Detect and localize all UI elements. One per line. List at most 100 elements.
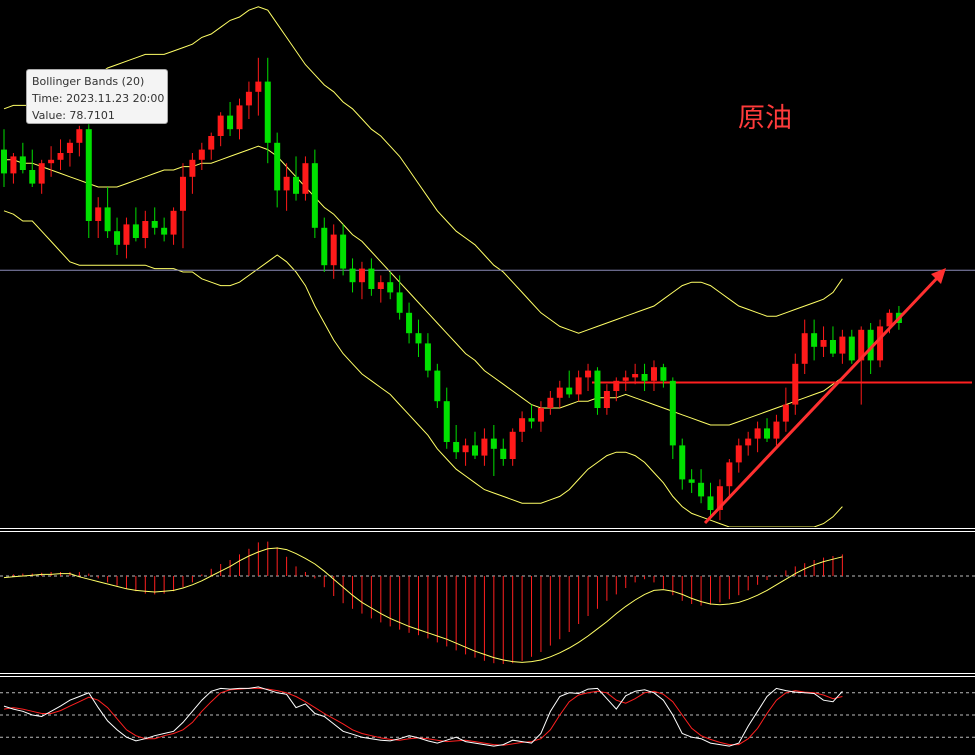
candle-body bbox=[490, 438, 497, 449]
candle-body bbox=[585, 370, 592, 378]
candle-body bbox=[198, 149, 205, 160]
candle-body bbox=[189, 159, 196, 177]
candle-body bbox=[839, 336, 846, 354]
candle-body bbox=[245, 91, 252, 106]
candle-body bbox=[707, 496, 714, 510]
candle-body bbox=[745, 438, 752, 446]
candle-body bbox=[151, 221, 158, 228]
candle-body bbox=[66, 142, 73, 153]
candle-body bbox=[368, 268, 375, 289]
candle-body bbox=[877, 326, 884, 361]
candle-body bbox=[217, 115, 224, 136]
candle-body bbox=[29, 170, 36, 184]
candle-body bbox=[161, 227, 168, 235]
candle-body bbox=[594, 370, 601, 408]
candle-body bbox=[764, 428, 771, 439]
stochastic-d-line bbox=[3, 687, 843, 746]
candle-body bbox=[462, 445, 469, 453]
candle-body bbox=[38, 163, 45, 184]
candle-body bbox=[19, 156, 26, 170]
candle-body bbox=[424, 343, 431, 371]
candle-body bbox=[811, 333, 818, 347]
macd-signal-line bbox=[3, 547, 843, 663]
tooltip-time-label: Time: bbox=[32, 92, 63, 105]
candle-body bbox=[472, 445, 478, 456]
tooltip-value-label: Value: bbox=[32, 109, 66, 122]
candle-body bbox=[255, 81, 262, 92]
candle-body bbox=[632, 374, 639, 378]
candle-body bbox=[349, 268, 356, 283]
candle-body bbox=[406, 312, 413, 334]
candle-body bbox=[1, 149, 7, 174]
candle-body bbox=[801, 333, 808, 364]
bollinger-middle-band bbox=[4, 145, 843, 426]
candle-body bbox=[650, 367, 657, 381]
bollinger-upper-band bbox=[3, 6, 843, 334]
candle-body bbox=[311, 163, 318, 228]
candle-body bbox=[566, 387, 573, 395]
candle-body bbox=[48, 159, 55, 164]
candle-body bbox=[114, 231, 121, 245]
panel-separators bbox=[0, 528, 975, 677]
trend-arrow-head bbox=[931, 268, 946, 284]
candle-body bbox=[679, 445, 686, 480]
candle-body bbox=[613, 380, 620, 391]
candle-body bbox=[170, 210, 177, 235]
stochastic-k-line bbox=[3, 686, 843, 747]
bollinger-lower-band bbox=[3, 210, 843, 527]
candle-body bbox=[415, 333, 422, 344]
candle-body bbox=[236, 105, 243, 130]
candle-body bbox=[142, 221, 149, 238]
candle-body bbox=[57, 153, 64, 160]
candle-body bbox=[358, 268, 365, 283]
tooltip-time: Time: 2023.11.23 20:00 bbox=[32, 90, 164, 107]
candle-body bbox=[434, 370, 441, 402]
candle-body bbox=[123, 224, 130, 245]
candle-body bbox=[321, 227, 328, 266]
candle-body bbox=[377, 282, 384, 289]
candle-body bbox=[528, 418, 535, 422]
candle-body bbox=[274, 142, 281, 191]
candle-body bbox=[641, 374, 648, 381]
candle-body bbox=[773, 421, 780, 439]
candle-body bbox=[453, 442, 460, 453]
candle-body bbox=[735, 445, 742, 463]
candle-body bbox=[848, 336, 855, 361]
candle-body bbox=[688, 479, 695, 483]
candle-body bbox=[519, 418, 526, 432]
candle-body bbox=[227, 115, 234, 130]
candle-body bbox=[330, 234, 337, 266]
stochastic-panel bbox=[0, 686, 975, 747]
tooltip-title: Bollinger Bands (20) bbox=[32, 75, 145, 88]
candle-body bbox=[716, 486, 723, 510]
candle-body bbox=[500, 448, 507, 459]
candle-body bbox=[76, 129, 83, 143]
tooltip-value: Value: 78.7101 bbox=[32, 107, 162, 124]
candle-body bbox=[387, 282, 394, 293]
candle-body bbox=[867, 329, 874, 361]
indicator-tooltip: Bollinger Bands (20) Time: 2023.11.23 20… bbox=[26, 69, 168, 124]
tooltip-value-number: 78.7101 bbox=[69, 109, 115, 122]
candle-body bbox=[556, 387, 563, 398]
candle-body bbox=[820, 340, 827, 347]
candle-body bbox=[396, 292, 403, 313]
trend-arrow-shaft bbox=[703, 273, 942, 525]
candle-body bbox=[547, 397, 554, 408]
candle-body bbox=[726, 462, 733, 487]
price-panel bbox=[0, 6, 975, 527]
candle-body bbox=[886, 312, 893, 327]
candle-body bbox=[10, 156, 17, 174]
candle-body bbox=[264, 81, 271, 143]
candle-body bbox=[293, 176, 300, 194]
candle-body bbox=[669, 380, 676, 446]
candle-body bbox=[340, 234, 347, 269]
macd-panel bbox=[0, 541, 975, 664]
candle-body bbox=[208, 136, 215, 150]
candle-body bbox=[85, 129, 92, 221]
candle-body bbox=[509, 431, 516, 459]
candle-body bbox=[622, 377, 629, 381]
candle-body bbox=[782, 404, 789, 422]
candle-body bbox=[302, 163, 309, 194]
candle-body bbox=[660, 367, 667, 381]
candle-body bbox=[829, 340, 836, 354]
